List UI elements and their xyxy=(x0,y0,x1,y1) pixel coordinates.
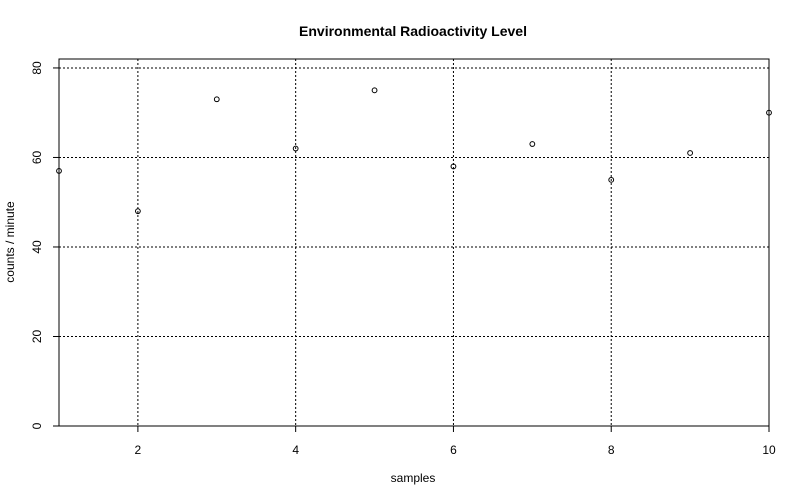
data-points xyxy=(56,87,772,215)
x-tick-label: 6 xyxy=(450,443,457,457)
y-axis-label: counts / minute xyxy=(3,201,17,283)
x-tick-label: 8 xyxy=(608,443,615,457)
axes: 2 4 6 8 10 0 20 40 60 80 xyxy=(30,61,776,457)
y-tick-label: 40 xyxy=(30,240,44,254)
plot-frame xyxy=(58,58,770,427)
x-tick-label: 10 xyxy=(762,443,776,457)
grid-lines xyxy=(59,59,770,427)
data-point-5 xyxy=(371,87,378,94)
data-point-7 xyxy=(529,141,536,147)
x-axis-label: samples xyxy=(391,471,436,485)
x-tick-label: 2 xyxy=(135,443,142,457)
y-tick-label: 0 xyxy=(30,422,44,429)
data-point-4 xyxy=(292,145,299,152)
chart-title: Environmental Radioactivity Level xyxy=(299,23,527,39)
data-point-9 xyxy=(687,150,694,156)
y-tick-label: 20 xyxy=(30,329,44,343)
y-tick-label: 60 xyxy=(30,150,44,164)
data-point-2 xyxy=(134,208,141,215)
y-tick-label: 80 xyxy=(30,61,44,75)
data-point-3 xyxy=(213,96,220,103)
x-tick-label: 4 xyxy=(292,443,299,457)
data-point-8 xyxy=(608,176,615,183)
data-point-6 xyxy=(450,163,457,170)
